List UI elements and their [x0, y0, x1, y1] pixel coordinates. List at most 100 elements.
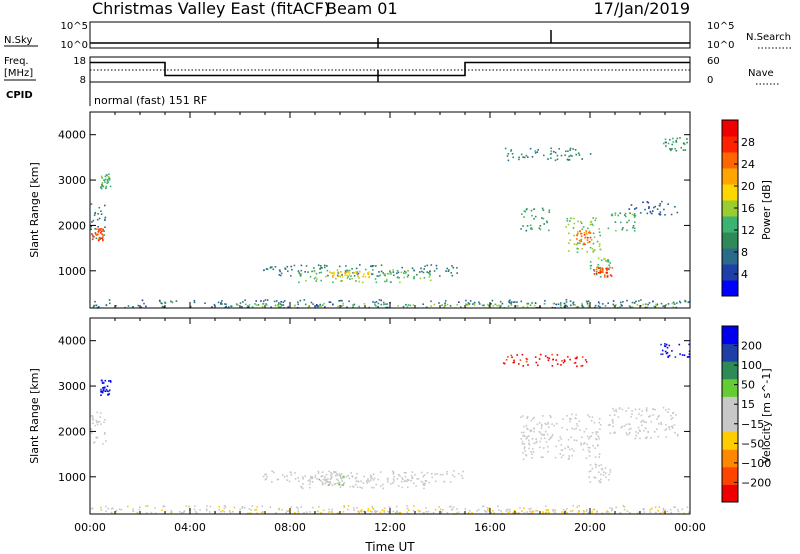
scatter-cell: [291, 268, 293, 271]
scatter-cell: [337, 272, 340, 274]
scatter-cell: [584, 359, 587, 361]
scatter-cell: [668, 408, 670, 410]
scatter-cell: [581, 356, 584, 358]
scatter-cell: [636, 304, 639, 306]
scatter-cell: [638, 429, 641, 431]
scatter-cell: [415, 485, 417, 487]
scatter-cell: [103, 421, 105, 424]
scatter-cell: [104, 226, 106, 228]
scatter-cell: [352, 485, 354, 488]
scatter-cell: [532, 451, 535, 453]
scatter-cell: [476, 510, 478, 512]
scatter-cell: [609, 266, 611, 269]
scatter-cell: [593, 236, 596, 238]
scatter-cell: [393, 476, 395, 478]
scatter-cell: [574, 361, 577, 364]
scatter-cell: [569, 239, 572, 241]
scatter-cell: [274, 266, 277, 268]
scatter-cell: [330, 477, 332, 479]
scatter-cell: [339, 484, 341, 486]
scatter-cell: [642, 508, 644, 510]
scatter-cell: [535, 440, 538, 443]
scatter-cell: [487, 509, 489, 511]
scatter-cell: [592, 251, 594, 253]
scatter-cell: [419, 277, 422, 280]
scatter-cell: [598, 464, 600, 467]
scatter-cell: [431, 473, 433, 475]
scatter-cell: [507, 153, 510, 155]
scatter-cell: [288, 480, 291, 483]
scatter-cell: [488, 507, 490, 509]
scatter-cell: [516, 512, 518, 514]
scatter-cell: [638, 511, 641, 513]
scatter-cell: [539, 440, 541, 443]
scatter-cell: [612, 303, 615, 306]
scatter-cell: [527, 428, 529, 431]
scatter-cell: [472, 303, 474, 305]
scatter-cell: [297, 270, 300, 272]
freq-label-line1: Freq.: [4, 56, 29, 67]
scatter-cell: [523, 507, 525, 510]
scatter-cell: [654, 205, 656, 208]
scatter-cell: [522, 156, 524, 158]
scatter-cell: [645, 303, 647, 305]
scatter-cell: [487, 303, 489, 306]
scatter-cell: [432, 512, 435, 514]
scatter-cell: [572, 303, 575, 306]
scatter-cell: [334, 474, 337, 477]
scatter-cell: [360, 509, 363, 511]
scatter-cell: [228, 510, 231, 512]
scatter-cell: [399, 511, 402, 514]
scatter-cell: [624, 214, 626, 216]
scatter-cell: [569, 149, 571, 151]
scatter-cell: [256, 506, 258, 508]
scatter-cell: [446, 303, 449, 306]
scatter-cell: [429, 279, 432, 282]
scatter-cell: [328, 511, 330, 513]
scatter-cell: [624, 215, 627, 218]
scatter-cell: [527, 364, 529, 366]
scatter-cell: [422, 303, 424, 305]
scatter-cell: [573, 362, 576, 364]
scatter-cell: [688, 353, 691, 355]
scatter-cell: [318, 506, 320, 508]
scatter-cell: [251, 505, 254, 507]
scatter-cell: [589, 241, 591, 243]
scatter-cell: [462, 470, 464, 473]
scatter-cell: [304, 271, 306, 273]
scatter-cell: [242, 301, 244, 303]
scatter-cell: [605, 511, 608, 514]
scatter-cell: [564, 304, 567, 307]
scatter-cell: [492, 510, 494, 512]
scatter-cell: [560, 154, 563, 157]
scatter-cell: [453, 470, 455, 472]
scatter-cell: [346, 277, 349, 280]
scatter-cell: [104, 216, 107, 219]
scatter-cell: [582, 448, 585, 451]
scatter-cell: [420, 267, 422, 270]
scatter-cell: [645, 437, 648, 439]
scatter-cell: [275, 300, 278, 302]
scatter-cell: [497, 509, 500, 511]
scatter-cell: [383, 510, 385, 512]
scatter-cell: [98, 217, 101, 220]
scatter-cell: [670, 418, 673, 420]
colorbar-swatch: [722, 343, 738, 362]
scatter-cell: [556, 154, 559, 157]
scatter-cell: [528, 435, 530, 437]
scatter-cell: [612, 407, 614, 410]
scatter-cell: [444, 300, 447, 302]
scatter-cell: [338, 265, 341, 268]
scatter-cell: [526, 225, 529, 227]
scatter-cell: [286, 265, 289, 268]
scatter-cell: [676, 211, 679, 214]
scatter-cell: [92, 419, 95, 421]
scatter-cell: [372, 479, 375, 481]
scatter-cell: [379, 485, 382, 487]
scatter-cell: [526, 303, 529, 306]
scatter-cell: [611, 213, 613, 216]
scatter-cell: [575, 243, 578, 246]
scatter-cell: [439, 473, 442, 476]
scatter-cell: [666, 510, 669, 513]
scatter-cell: [545, 220, 548, 222]
